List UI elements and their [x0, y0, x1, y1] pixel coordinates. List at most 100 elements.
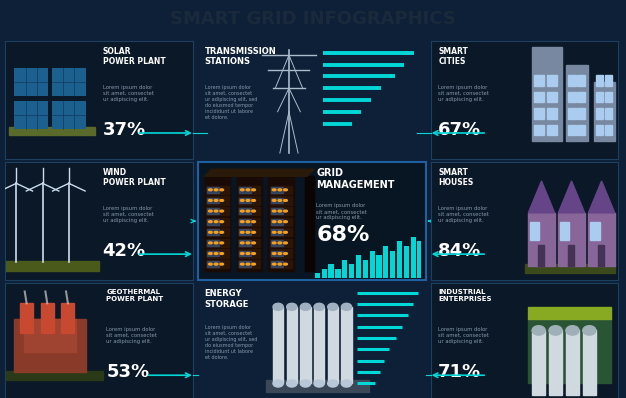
Bar [237, 176, 262, 271]
Bar [590, 222, 600, 240]
Bar [588, 213, 615, 266]
Bar [206, 196, 228, 205]
Bar [206, 186, 228, 194]
Bar [41, 303, 54, 333]
Bar [596, 125, 603, 135]
Bar [538, 286, 545, 314]
Circle shape [246, 221, 250, 222]
Bar [341, 307, 352, 384]
Bar [239, 261, 252, 267]
Bar [122, 289, 129, 314]
Bar [538, 171, 545, 193]
Bar [207, 197, 220, 203]
Ellipse shape [287, 380, 297, 387]
Circle shape [278, 189, 282, 191]
Ellipse shape [549, 326, 562, 335]
Circle shape [214, 221, 218, 222]
Bar [94, 289, 101, 314]
Circle shape [220, 221, 223, 222]
Bar [103, 292, 110, 314]
Bar [342, 260, 347, 278]
Bar [47, 298, 54, 314]
Bar [270, 250, 292, 258]
Circle shape [246, 253, 250, 254]
Bar [577, 108, 585, 119]
Bar [238, 196, 260, 205]
Circle shape [220, 210, 223, 212]
Circle shape [208, 189, 212, 191]
Bar [560, 222, 570, 240]
Circle shape [214, 253, 218, 254]
Bar [266, 380, 369, 392]
Bar [5, 261, 99, 271]
Circle shape [208, 253, 212, 254]
Circle shape [246, 242, 250, 244]
Circle shape [252, 231, 255, 233]
Bar [160, 286, 167, 314]
Circle shape [220, 199, 223, 201]
Bar [529, 171, 536, 193]
Circle shape [208, 210, 212, 212]
Bar [238, 218, 260, 226]
Bar [315, 273, 320, 278]
Bar [322, 269, 327, 278]
Circle shape [278, 199, 282, 201]
Bar [270, 251, 283, 256]
Bar [206, 228, 228, 236]
Bar [270, 196, 292, 205]
Ellipse shape [583, 326, 596, 335]
Bar [270, 219, 283, 224]
Ellipse shape [287, 303, 297, 310]
Bar [529, 289, 536, 314]
Bar [510, 292, 517, 314]
Bar [206, 207, 228, 215]
Bar [596, 92, 603, 102]
Bar [463, 183, 470, 193]
Text: Lorem ipsum dolor
sit amet, consectet
ur adipiscing elit.: Lorem ipsum dolor sit amet, consectet ur… [316, 203, 367, 220]
Text: Lorem ipsum dolor
sit amet, consectet
ur adipiscing elit.: Lorem ipsum dolor sit amet, consectet ur… [438, 327, 489, 344]
Text: 67%: 67% [438, 121, 481, 139]
Bar [336, 269, 341, 278]
Bar [47, 177, 54, 193]
Bar [605, 108, 612, 119]
Circle shape [240, 189, 244, 191]
Circle shape [208, 263, 212, 265]
Bar [376, 255, 382, 278]
Bar [113, 289, 120, 314]
Circle shape [272, 210, 276, 212]
Bar [604, 162, 611, 193]
Bar [596, 108, 603, 119]
Bar [568, 125, 576, 135]
Bar [238, 260, 260, 268]
Bar [9, 308, 16, 314]
Bar [52, 68, 86, 96]
Bar [532, 47, 562, 141]
Circle shape [272, 253, 276, 254]
Circle shape [272, 242, 276, 244]
Bar [454, 183, 461, 193]
Bar [75, 292, 82, 314]
Bar [528, 319, 611, 384]
Bar [56, 295, 63, 314]
Bar [85, 177, 91, 193]
Bar [239, 219, 252, 224]
Bar [532, 330, 545, 395]
Bar [356, 255, 361, 278]
Bar [613, 283, 620, 314]
Circle shape [208, 231, 212, 233]
Ellipse shape [273, 303, 283, 310]
Bar [444, 187, 451, 193]
Bar [56, 170, 63, 193]
Bar [605, 75, 612, 86]
Bar [546, 92, 557, 102]
Circle shape [240, 242, 244, 244]
Bar [534, 108, 545, 119]
Circle shape [284, 221, 287, 222]
Bar [491, 177, 498, 193]
Ellipse shape [314, 380, 324, 387]
Bar [238, 186, 260, 194]
Bar [418, 241, 423, 278]
Circle shape [284, 189, 287, 191]
Circle shape [272, 199, 276, 201]
Bar [585, 283, 592, 314]
